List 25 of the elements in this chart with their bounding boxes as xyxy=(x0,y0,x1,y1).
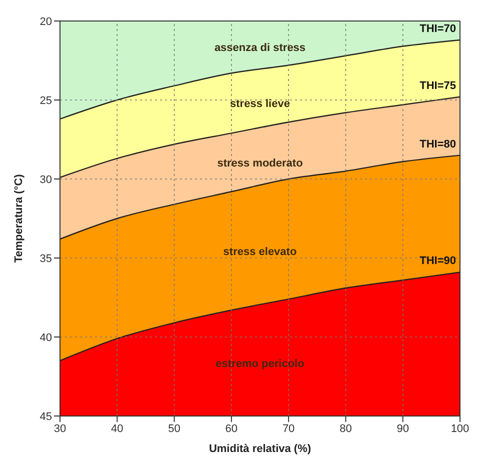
x-tick-label: 30 xyxy=(54,422,66,435)
x-tick-label: 60 xyxy=(225,422,238,435)
annotation: stress moderato xyxy=(217,157,304,170)
x-tick-label: 50 xyxy=(168,422,180,435)
y-axis-title: Temperatura (°C) xyxy=(12,174,25,263)
y-tick-label: 25 xyxy=(40,94,52,107)
y-tick-label: 45 xyxy=(40,410,52,423)
y-tick-label: 30 xyxy=(40,174,52,186)
series-label: THI=70 xyxy=(420,22,456,35)
annotation: stress lieve xyxy=(230,98,290,110)
y-tick-label: 20 xyxy=(40,16,52,28)
y-tick-label: 40 xyxy=(40,332,52,344)
x-tick-label: 40 xyxy=(111,422,124,435)
y-tick-label: 35 xyxy=(40,252,52,265)
x-tick-label: 70 xyxy=(282,422,295,435)
series-label: THI=75 xyxy=(420,80,456,92)
x-tick-label: 100 xyxy=(450,422,470,435)
x-tick-label: 90 xyxy=(396,422,409,435)
series-label: THI=90 xyxy=(420,255,456,268)
x-axis-title: Umidità relativa (%) xyxy=(208,443,312,455)
annotation: stress elevato xyxy=(223,246,297,258)
annotation: assenza di stress xyxy=(214,42,306,54)
annotation: estremo pericolo xyxy=(216,358,305,370)
series-label: THI=80 xyxy=(420,138,456,150)
x-tick-label: 80 xyxy=(340,422,352,435)
